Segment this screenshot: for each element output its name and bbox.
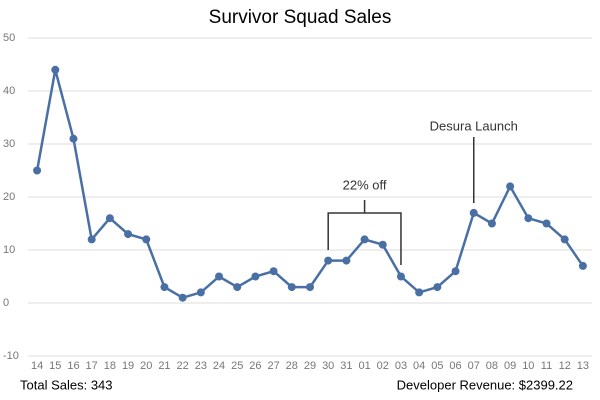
x-tick-label: 03 xyxy=(395,360,407,372)
x-tick-label: 10 xyxy=(522,360,534,372)
data-point xyxy=(524,214,533,223)
data-point xyxy=(287,283,296,292)
x-tick-label: 23 xyxy=(195,360,207,372)
data-point xyxy=(178,293,187,302)
x-tick-label: 24 xyxy=(213,360,225,372)
x-tick-label: 13 xyxy=(577,360,589,372)
x-tick-label: 16 xyxy=(67,360,79,372)
data-point xyxy=(215,272,224,281)
data-point xyxy=(233,283,242,292)
x-tick-label: 07 xyxy=(468,360,480,372)
y-tick-label: 50 xyxy=(3,32,15,44)
x-tick-label: 30 xyxy=(322,360,334,372)
x-tick-label: 20 xyxy=(140,360,152,372)
x-tick-label: 09 xyxy=(504,360,516,372)
x-tick-label: 04 xyxy=(413,360,425,372)
x-tick-label: 31 xyxy=(340,360,352,372)
annotation-bracket xyxy=(327,200,402,265)
x-tick-label: 06 xyxy=(449,360,461,372)
data-point xyxy=(360,235,369,244)
data-point xyxy=(560,235,569,244)
x-tick-label: 21 xyxy=(158,360,170,372)
data-point xyxy=(578,261,587,270)
x-tick-label: 08 xyxy=(486,360,498,372)
x-tick-label: 17 xyxy=(86,360,98,372)
data-point xyxy=(196,288,205,297)
x-tick-label: 12 xyxy=(559,360,571,372)
data-point xyxy=(105,214,114,223)
y-tick-label: 20 xyxy=(3,191,15,203)
data-point xyxy=(251,272,260,281)
x-tick-label: 05 xyxy=(431,360,443,372)
y-tick-label: -10 xyxy=(3,350,19,362)
x-tick-label: 14 xyxy=(31,360,43,372)
data-point xyxy=(160,283,169,292)
data-point xyxy=(87,235,96,244)
y-tick-label: 40 xyxy=(3,85,15,97)
annotation-label: Desura Launch xyxy=(430,118,518,133)
total-sales: Total Sales: 343 xyxy=(20,377,113,392)
x-tick-label: 15 xyxy=(49,360,61,372)
data-point xyxy=(69,134,78,143)
data-point xyxy=(124,230,133,239)
x-tick-label: 18 xyxy=(104,360,116,372)
x-tick-label: 01 xyxy=(358,360,370,372)
x-tick-label: 02 xyxy=(377,360,389,372)
data-point xyxy=(378,240,387,249)
data-point xyxy=(33,166,42,175)
developer-revenue: Developer Revenue: $2399.22 xyxy=(397,377,573,392)
x-tick-label: 19 xyxy=(122,360,134,372)
data-point xyxy=(396,272,405,281)
x-tick-label: 28 xyxy=(286,360,298,372)
data-point xyxy=(487,219,496,228)
y-tick-label: 30 xyxy=(3,138,15,150)
data-point xyxy=(451,267,460,276)
x-tick-label: 22 xyxy=(177,360,189,372)
chart-title: Survivor Squad Sales xyxy=(209,7,392,28)
y-tick-label: 0 xyxy=(3,297,9,309)
data-point xyxy=(433,283,442,292)
data-point xyxy=(342,256,351,265)
x-tick-label: 29 xyxy=(304,360,316,372)
data-point xyxy=(269,267,278,276)
x-tick-label: 26 xyxy=(249,360,261,372)
x-tick-label: 11 xyxy=(541,360,552,372)
data-point xyxy=(51,65,60,74)
series-line xyxy=(35,69,584,300)
data-point xyxy=(142,235,151,244)
y-tick-label: 10 xyxy=(3,244,15,256)
data-point xyxy=(415,288,424,297)
annotation-label: 22% off xyxy=(343,177,387,192)
data-point xyxy=(469,208,478,217)
data-point xyxy=(542,219,551,228)
data-point xyxy=(306,283,314,292)
x-tick-label: 27 xyxy=(267,360,279,372)
data-point xyxy=(506,182,515,191)
data-point xyxy=(324,256,333,265)
x-tick-label: 25 xyxy=(231,360,243,372)
